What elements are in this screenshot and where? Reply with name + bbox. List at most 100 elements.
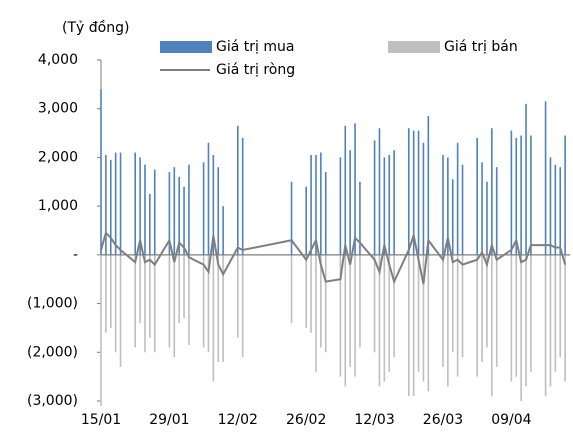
bar <box>315 154 317 255</box>
bar <box>407 254 410 397</box>
bar <box>486 254 488 348</box>
bar <box>109 254 112 328</box>
bar <box>559 167 562 255</box>
bar <box>451 179 454 255</box>
bar <box>354 254 356 377</box>
y-tick-label: - <box>73 247 78 263</box>
bar <box>202 162 205 255</box>
bar <box>139 157 141 255</box>
bar <box>373 254 376 353</box>
x-tick-label: 15/01 <box>81 412 121 428</box>
x-tick-label: 09/04 <box>491 412 531 428</box>
bar <box>564 135 566 255</box>
bar <box>476 254 478 377</box>
bar <box>378 128 381 255</box>
y-tick-label: 2,000 <box>38 149 78 165</box>
bar <box>290 181 293 255</box>
bar <box>442 254 444 367</box>
bar <box>153 254 156 353</box>
bar <box>530 135 532 255</box>
bar <box>359 254 361 348</box>
bar <box>422 254 425 382</box>
bar <box>149 254 151 338</box>
bar <box>173 167 176 255</box>
bar <box>168 172 171 255</box>
y-tick-label: (3,000) <box>27 393 78 409</box>
bar <box>178 176 180 255</box>
bar <box>134 254 136 348</box>
bar <box>149 193 151 255</box>
bar <box>417 254 420 372</box>
line <box>100 231 567 285</box>
bar <box>217 167 220 255</box>
legend-label: Giá trị ròng <box>216 62 295 78</box>
y-tick-label: (1,000) <box>27 296 78 312</box>
bar <box>510 130 513 255</box>
bar <box>344 254 347 387</box>
bar <box>183 254 185 319</box>
bar <box>212 154 215 255</box>
bar <box>559 254 562 358</box>
bar <box>100 89 102 255</box>
bar <box>407 128 410 255</box>
bar <box>344 125 347 255</box>
bar <box>144 254 146 353</box>
bar <box>564 254 566 382</box>
bar <box>114 254 117 353</box>
x-tick-label: 12/02 <box>218 412 258 428</box>
x-tick-label: 29/01 <box>149 412 189 428</box>
bar <box>486 181 488 255</box>
bar <box>339 254 342 377</box>
bar <box>451 254 454 353</box>
bar <box>388 154 391 255</box>
bar <box>412 254 415 397</box>
bar <box>447 254 449 387</box>
bar <box>212 254 215 382</box>
bar <box>222 206 224 255</box>
bar <box>544 254 547 397</box>
bar <box>114 152 117 255</box>
bar <box>100 254 102 406</box>
bar <box>554 254 557 372</box>
bar <box>417 130 420 255</box>
bar <box>315 254 317 372</box>
bar <box>178 254 180 324</box>
bar <box>456 254 459 377</box>
bar <box>153 169 156 255</box>
legend-label: Giá trị bán <box>444 39 518 55</box>
bar <box>427 116 430 255</box>
bar <box>388 254 391 372</box>
bar <box>144 164 146 255</box>
bar <box>119 152 122 255</box>
bar <box>456 142 459 255</box>
bar <box>222 254 224 363</box>
bar <box>134 152 136 255</box>
bar <box>207 142 210 255</box>
bar <box>373 140 376 255</box>
bar <box>442 154 444 255</box>
bar <box>207 254 210 353</box>
legend-label: Giá trị mua <box>216 39 294 55</box>
bar <box>422 142 425 255</box>
bar <box>427 254 430 392</box>
bar <box>544 101 547 255</box>
bar <box>139 254 141 324</box>
bar <box>383 254 386 382</box>
bar <box>188 164 190 255</box>
bar <box>168 254 171 348</box>
legend-swatch <box>388 41 440 53</box>
legend-swatch <box>160 41 212 53</box>
y-tick-label: 3,000 <box>38 101 78 117</box>
bar <box>320 254 322 348</box>
bar <box>241 254 244 358</box>
bar <box>461 254 464 358</box>
bar <box>383 157 386 255</box>
bar <box>320 152 322 255</box>
bar <box>310 154 312 255</box>
bar <box>525 103 527 255</box>
bar <box>515 254 518 377</box>
bar <box>290 254 293 324</box>
bar <box>510 254 513 382</box>
bar <box>105 154 107 255</box>
